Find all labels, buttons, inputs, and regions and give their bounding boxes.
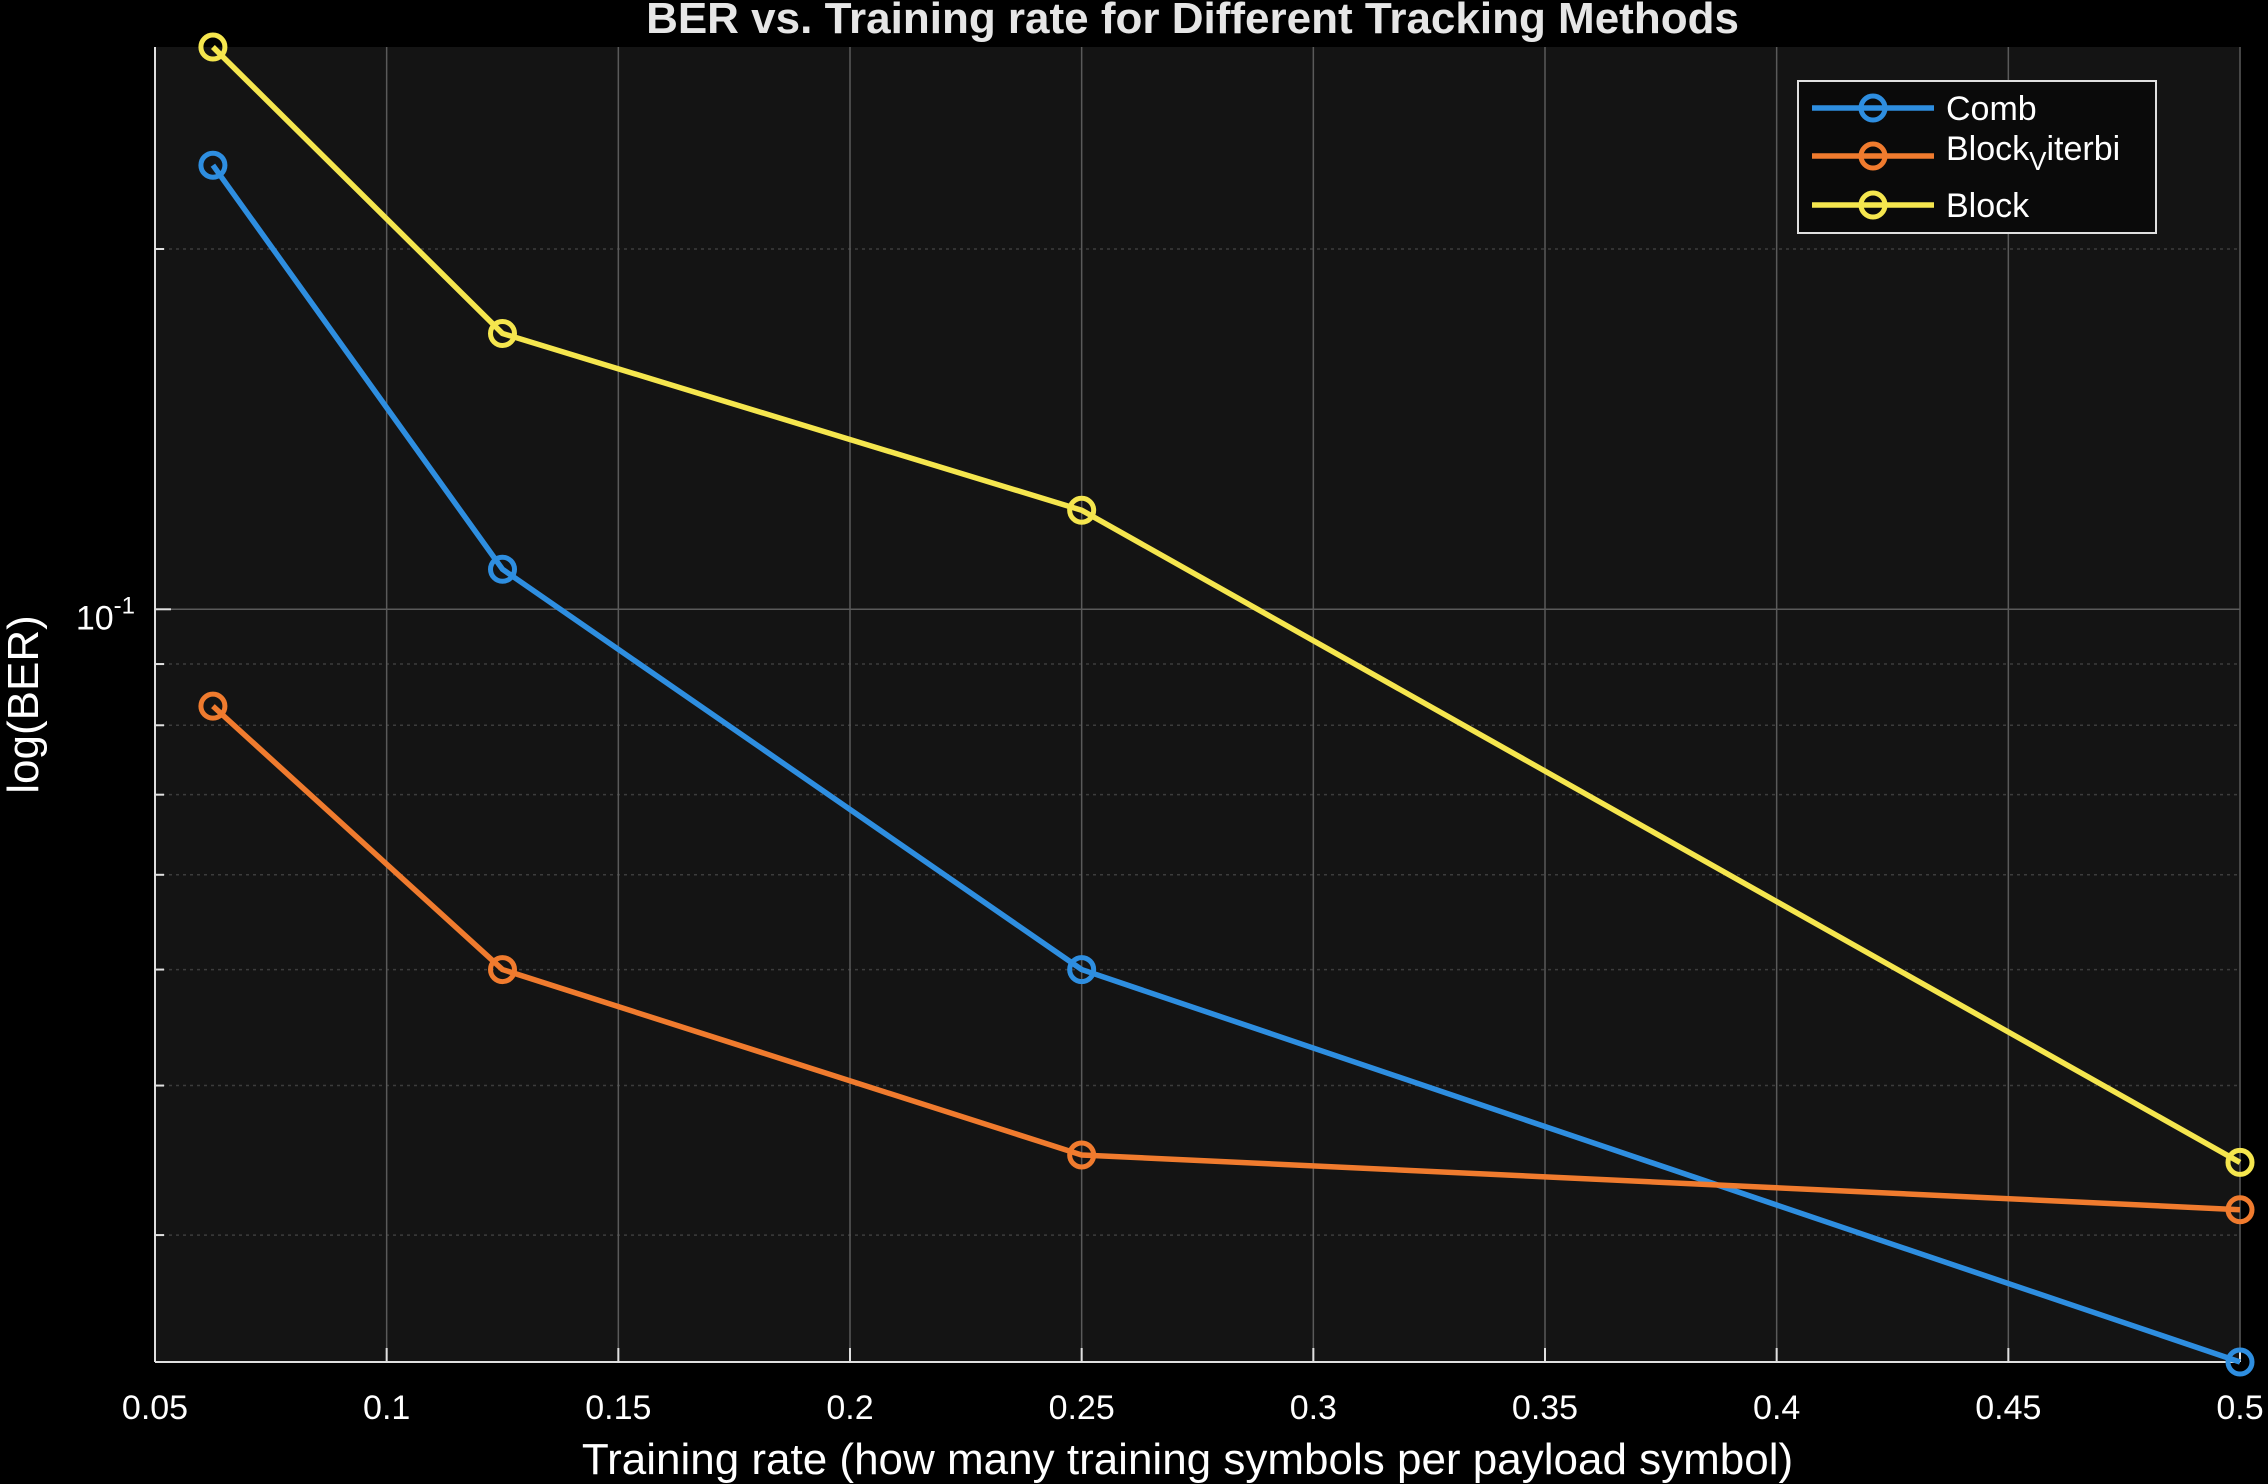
- x-axis-label: Training rate (how many training symbols…: [582, 1435, 1793, 1484]
- legend-label: Comb: [1946, 90, 2037, 128]
- data-point: [2225, 1147, 2255, 1177]
- legend-label: BlockViterbi: [1946, 130, 2120, 176]
- data-point: [488, 318, 517, 348]
- legend-label: Block: [1946, 187, 2030, 225]
- x-tick-label: 0.15: [585, 1389, 651, 1427]
- series-layer: [198, 32, 2255, 1377]
- y-axis-label: log(BER): [0, 615, 48, 794]
- major-gridlines: [154, 47, 2241, 1362]
- legend-label-subscript: V: [2029, 146, 2047, 176]
- data-point: [1067, 1140, 1097, 1170]
- legend-label-main: Block: [1946, 130, 2030, 168]
- data-point: [198, 150, 228, 180]
- data-point: [488, 554, 517, 584]
- y-tick-base: 10: [76, 599, 114, 637]
- x-tick-label: 0.25: [1049, 1389, 1115, 1427]
- data-point: [2225, 1347, 2255, 1377]
- x-tick-labels: 0.05 0.1 0.15 0.2 0.25 0.3 0.35 0.4 0.45 0.5: [122, 1389, 2264, 1427]
- plot-area: [155, 47, 2240, 1362]
- legend-marker: [1858, 93, 1888, 123]
- series-block: [198, 32, 2255, 1177]
- legend-marker: [1858, 190, 1888, 220]
- y-tick-exponent: -1: [114, 592, 135, 619]
- x-tick-label: 0.5: [2216, 1389, 2263, 1427]
- legend-entry: Block: [1812, 187, 2030, 225]
- legend-entry: BlockViterbi: [1812, 130, 2120, 176]
- data-point: [1067, 495, 1097, 525]
- data-point: [1067, 955, 1097, 985]
- series-line: [210, 45, 2242, 1165]
- series-comb: [198, 150, 2255, 1377]
- series-block-viterbi: [198, 691, 2255, 1225]
- data-point: [198, 691, 228, 721]
- chart-title: BER vs. Training rate for Different Trac…: [646, 0, 1739, 43]
- y-tick-label: 10-1: [76, 592, 135, 637]
- axes: [154, 47, 2241, 1363]
- legend-entry: Comb: [1812, 90, 2037, 128]
- x-tick-label: 0.4: [1753, 1389, 1800, 1427]
- x-tick-label: 0.2: [826, 1389, 873, 1427]
- x-tick-label: 0.45: [1975, 1389, 2041, 1427]
- series-line: [211, 704, 2241, 1213]
- legend-label-rest: iterbi: [2046, 130, 2120, 168]
- legend-marker: [1858, 141, 1888, 171]
- data-point: [198, 32, 228, 62]
- x-tick-label: 0.1: [363, 1389, 410, 1427]
- y-tick-labels: 10-1: [76, 592, 135, 637]
- data-point: [488, 955, 517, 985]
- x-tick-label: 0.3: [1290, 1389, 1337, 1427]
- x-tick-label: 0.05: [122, 1389, 188, 1427]
- data-point: [2225, 1195, 2255, 1225]
- series-line: [210, 163, 2241, 1365]
- x-tick-label: 0.35: [1512, 1389, 1578, 1427]
